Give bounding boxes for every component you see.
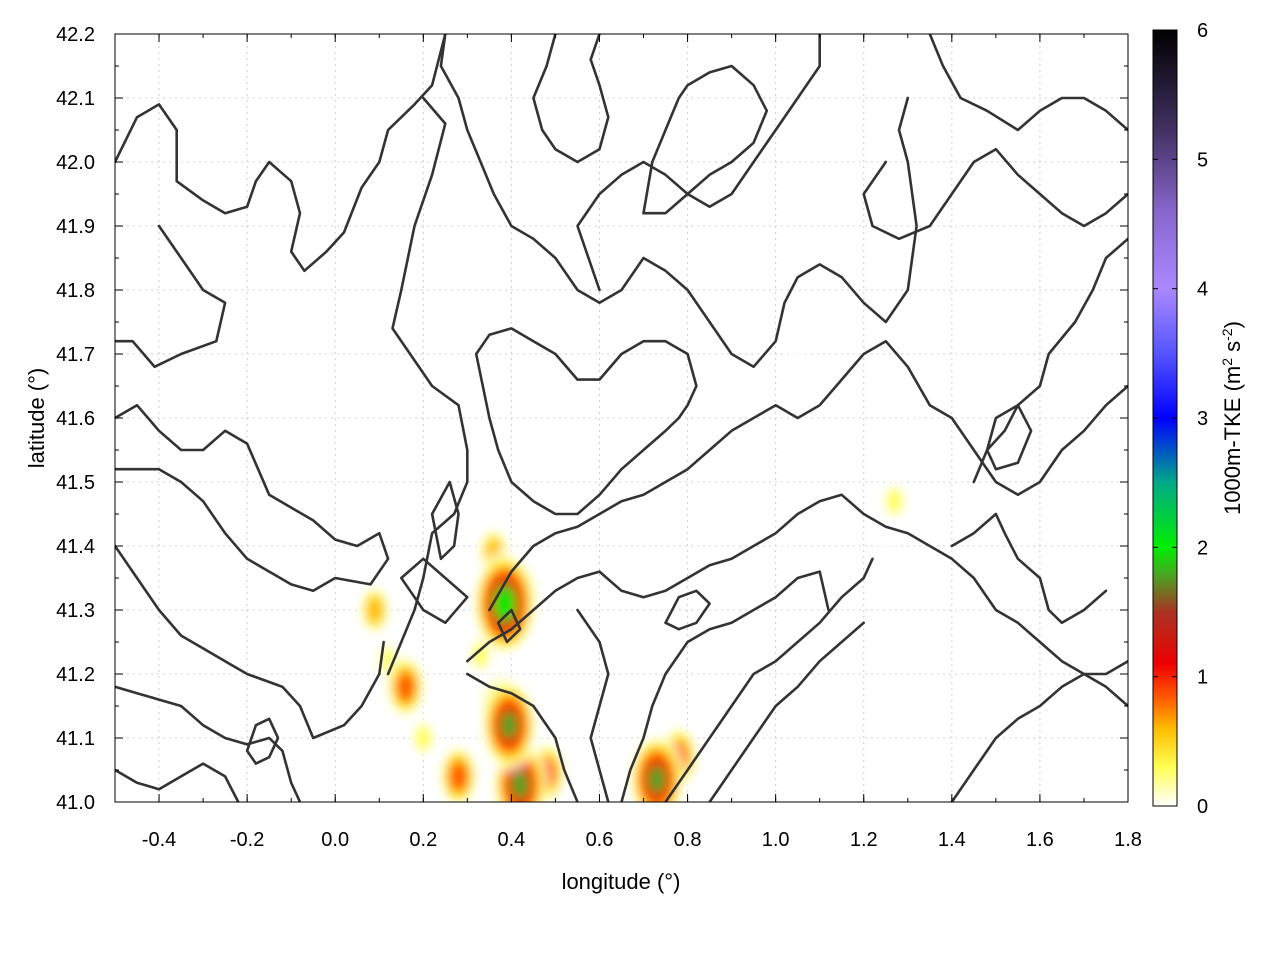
- tke-hotspot: [414, 723, 433, 753]
- y-tick-label: 41.6: [56, 408, 95, 430]
- terrain-contour-line: [985, 403, 1033, 471]
- y-tick-label: 41.7: [56, 344, 95, 366]
- y-tick-label: 41.1: [56, 728, 95, 750]
- terrain-contour-line: [245, 717, 280, 765]
- y-tick-label: 41.2: [56, 664, 95, 686]
- terrain-contour-line: [928, 34, 1128, 132]
- terrain-contour-line: [576, 34, 821, 292]
- tke-hotspot: [304, 704, 322, 734]
- x-tick-label: 0.8: [674, 829, 702, 851]
- tke-hotspot: [500, 710, 518, 740]
- terrain-contour-line: [115, 685, 302, 802]
- terrain-contour-line: [496, 608, 522, 644]
- terrain-contour-line: [439, 34, 918, 369]
- colorbar-label-end: ): [1220, 321, 1245, 328]
- terrain-contour-line: [466, 672, 579, 802]
- y-tick-label: 41.3: [56, 600, 95, 622]
- x-tick-label: 1.4: [938, 829, 966, 851]
- y-tick-label: 42.1: [56, 88, 95, 110]
- y-tick-label: 41.5: [56, 472, 95, 494]
- y-tick-label: 42.0: [56, 152, 95, 174]
- terrain-contour-line: [474, 327, 698, 516]
- y-tick-label: 42.2: [56, 24, 95, 46]
- tke-hotspot: [511, 770, 529, 800]
- tke-hotspot: [366, 595, 384, 625]
- tke-hotspot: [876, 531, 895, 561]
- terrain-contour-line: [576, 608, 610, 802]
- terrain-contour-line: [115, 34, 447, 273]
- terrain-contour-line: [466, 493, 1128, 676]
- tke-hotspot: [810, 499, 829, 529]
- terrain-contour-line: [400, 557, 469, 625]
- terrain-contour-line: [708, 621, 865, 802]
- terrain-contour-line: [115, 403, 390, 593]
- x-tick-label: 0.4: [497, 829, 525, 851]
- tke-hotspot: [396, 672, 415, 702]
- terrain-contour-line: [950, 672, 1128, 802]
- terrain-contour-line: [115, 544, 385, 740]
- terrain-contour-line: [115, 224, 227, 369]
- terrain-contour-line: [386, 96, 469, 676]
- x-tick-label: 1.0: [762, 829, 790, 851]
- x-tick-label: -0.2: [230, 829, 264, 851]
- terrain-contour-line: [664, 557, 874, 802]
- tke-hotspot: [339, 614, 358, 644]
- x-axis-label: longitude (°): [562, 869, 681, 894]
- tke-hotspot: [647, 765, 666, 794]
- colorbar-tick-label: 4: [1197, 279, 1208, 301]
- terrain-contour-line: [972, 237, 1128, 484]
- terrain-contour-line: [430, 480, 460, 561]
- colorbar-tick-label: 1: [1197, 667, 1208, 689]
- terrain-contour-line: [950, 512, 1108, 625]
- colorbar-tick-label: 3: [1197, 408, 1208, 430]
- colorbar-tick-label: 5: [1197, 149, 1208, 171]
- y-axis-label: latitude (°): [24, 368, 49, 469]
- x-tick-label: 1.2: [850, 829, 878, 851]
- y-tick-label: 41.0: [56, 792, 95, 814]
- y-tick-label: 41.8: [56, 280, 95, 302]
- terrain-contour-line: [862, 147, 1128, 241]
- tke-hotspot: [471, 640, 490, 670]
- terrain-contour-line: [532, 34, 610, 164]
- y-tick-label: 41.4: [56, 536, 95, 558]
- colorbar-tick-label: 2: [1197, 537, 1208, 559]
- tke-hotspot: [788, 339, 807, 369]
- terrain-contours: [115, 34, 1128, 802]
- colorbar-ticks: 0 1 2 3 4 5 6: [1153, 20, 1208, 818]
- tke-hotspot: [885, 486, 904, 516]
- x-tick-label: 0.6: [586, 829, 614, 851]
- x-tick-label: 1.8: [1114, 829, 1142, 851]
- colorbar-label-mid: s: [1220, 341, 1245, 358]
- colorbar-label-sup1: 2: [1219, 358, 1235, 366]
- colorbar-tick-label: 0: [1197, 796, 1208, 818]
- tke-hotspot: [907, 390, 926, 420]
- tke-hotspot: [775, 518, 794, 548]
- x-tick-label: 1.6: [1026, 829, 1054, 851]
- tke-hotspot: [537, 435, 556, 465]
- colorbar-label: 1000m-TKE (m2 s-2): [1219, 321, 1245, 515]
- terrain-contour-line: [620, 570, 830, 802]
- colorbar-label-sup2: -2: [1219, 328, 1235, 341]
- tke-hotspot: [449, 762, 468, 791]
- colorbar-tick-label: 6: [1197, 20, 1208, 42]
- x-tick-label: 0.2: [409, 829, 437, 851]
- colorbar-label-base: 1000m-TKE (m: [1220, 366, 1245, 515]
- terrain-contour-line: [488, 339, 1128, 612]
- x-axis-ticks: -0.4 -0.2 0.0 0.2 0.4 0.6 0.8 1.0 1.2 1.4 1.6 1.8: [114, 34, 1142, 851]
- terrain-contour-line: [664, 589, 711, 631]
- terrain-contour-line: [115, 762, 240, 802]
- x-tick-label: 0.0: [321, 829, 349, 851]
- y-tick-label: 41.9: [56, 216, 95, 238]
- y-axis-ticks: 41.0 41.1 41.2 41.3 41.4 41.5 41.6 41.7 41.8 41.9…: [56, 24, 1128, 814]
- x-tick-label: -0.4: [142, 829, 176, 851]
- terrain-contour-line: [642, 64, 769, 215]
